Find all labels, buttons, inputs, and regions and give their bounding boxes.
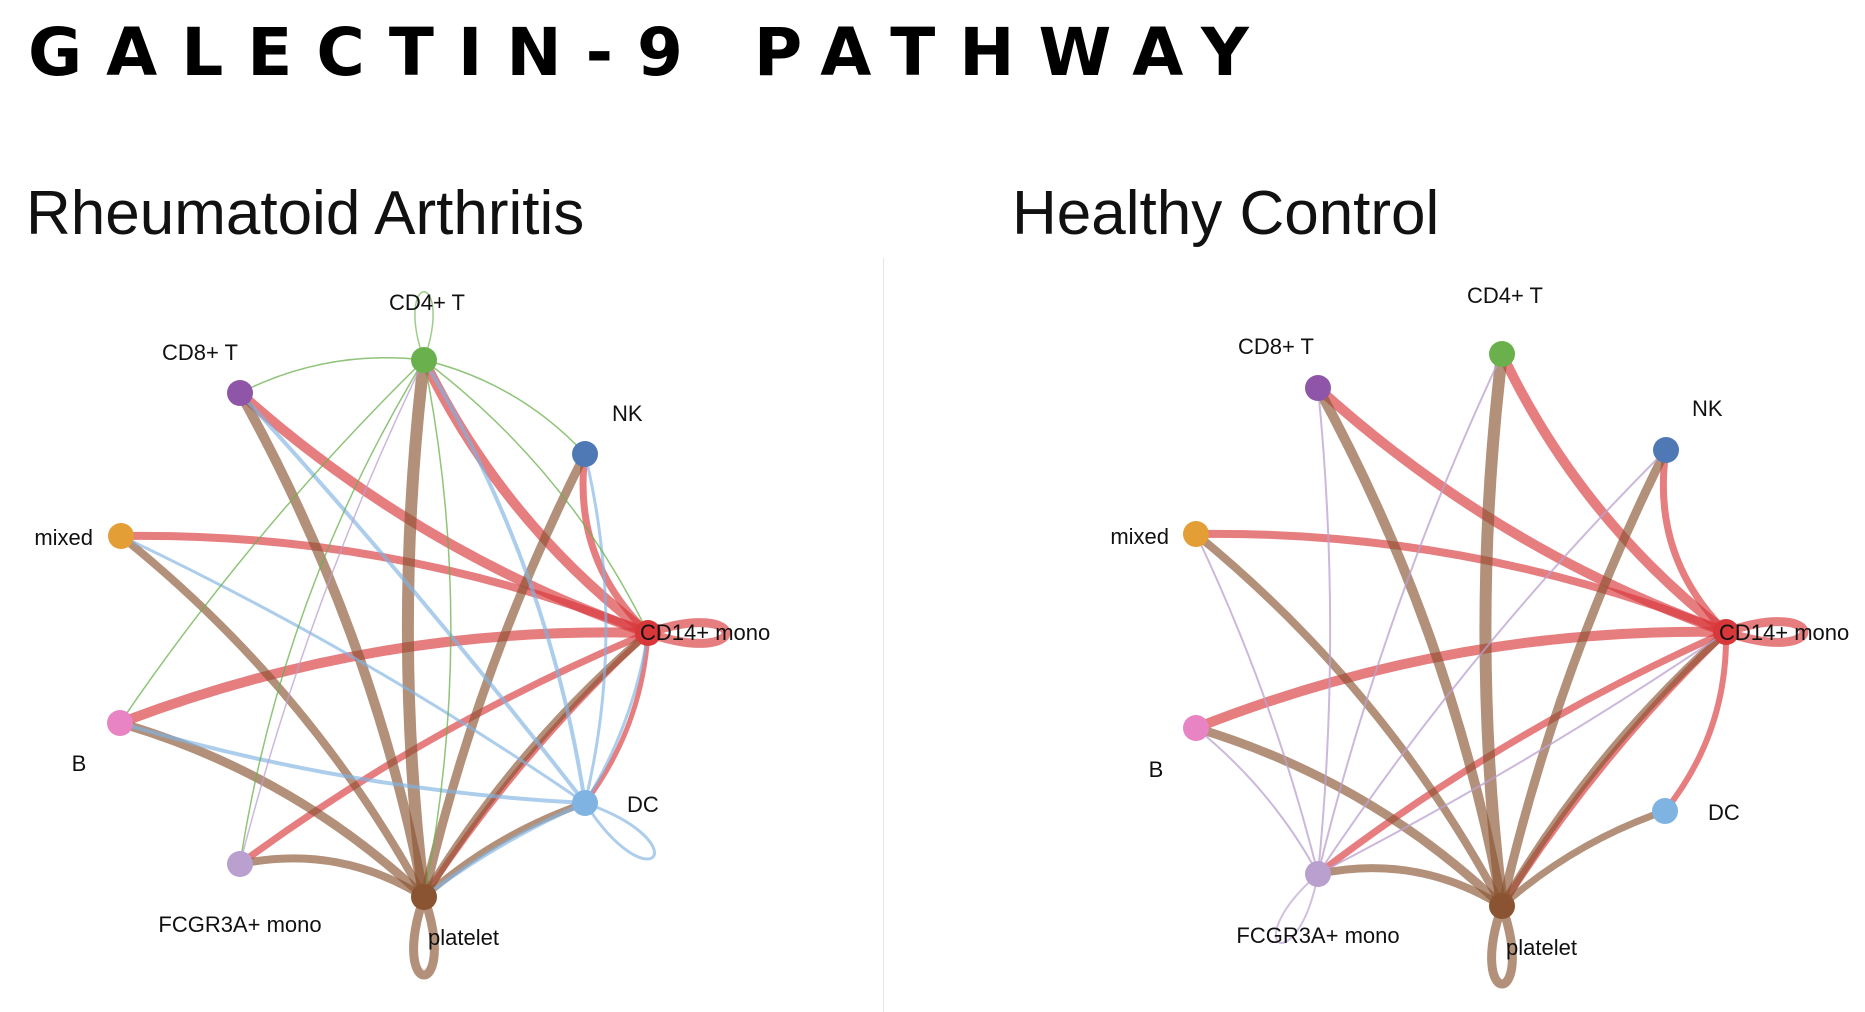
node-hc-cd14-mono [1713,619,1739,645]
edge-hc-platelet-to-dc [1498,807,1669,910]
edge-ra-cd14-mono-to-mixed [117,531,652,637]
node-label-ra-b: B [72,751,87,776]
node-ra-mixed [108,523,134,549]
edge-hc-fcgr3a-mono-to-mixed [1195,533,1319,875]
node-label-hc-cd8-t: CD8+ T [1238,334,1314,359]
edge-hc-platelet-to-mixed [1192,530,1506,910]
node-label-ra-dc: DC [627,792,659,817]
node-label-hc-mixed: mixed [1110,524,1169,549]
edge-hc-platelet-to-fcgr3a-mono [1314,864,1506,910]
node-hc-fcgr3a-mono [1305,861,1331,887]
self-loop-hc-cd14-mono [1724,617,1809,647]
edge-hc-cd14-mono-to-cd4-t [1497,349,1731,637]
edge-hc-platelet-to-nk [1497,445,1671,911]
edge-ra-dc-to-b [118,721,587,805]
node-hc-cd8-t [1305,375,1331,401]
edge-ra-cd14-mono-to-fcgr3a-mono [236,629,652,868]
edge-ra-dc-to-platelet [422,801,587,899]
edge-hc-fcgr3a-mono-to-cd8-t [1317,387,1332,875]
node-label-ra-cd8-t: CD8+ T [162,340,238,365]
node-label-hc-fcgr3a-mono: FCGR3A+ mono [1236,923,1399,948]
node-label-hc-platelet: platelet [1506,935,1577,960]
edge-ra-dc-to-mixed [119,534,587,805]
node-hc-platelet [1489,893,1515,919]
edge-hc-platelet-to-cd8-t [1313,383,1507,911]
node-label-hc-cd14-mono: CD14+ mono [1719,620,1849,645]
edge-ra-dc-to-nk [583,452,608,805]
edge-hc-platelet-to-b [1191,723,1507,911]
self-loop-hc-platelet [1487,904,1517,989]
edge-ra-cd4-t-to-b [119,359,425,724]
self-loop-ra-platelet [409,895,439,980]
node-ra-fcgr3a-mono [227,851,253,877]
edge-ra-cd14-mono-to-nk [579,450,652,637]
node-label-ra-cd14-mono: CD14+ mono [640,620,770,645]
edge-ra-fcgr3a-mono-to-cd4-t [239,359,425,865]
edge-hc-platelet-to-cd4-t [1479,348,1508,912]
self-loop-ra-cd4-t [414,291,434,361]
edge-ra-platelet-to-cd4-t [401,354,430,903]
edge-hc-cd14-mono-to-mixed [1192,529,1730,636]
edge-ra-cd4-t-to-cd8-t [239,357,425,394]
edge-ra-dc-to-cd4-t [422,358,587,805]
panel-title-ra: Rheumatoid Arthritis [26,179,585,248]
edge-ra-cd14-mono-to-cd4-t [419,355,653,638]
edge-ra-cd4-t-to-platelet [423,359,452,898]
edge-ra-cd14-mono-to-dc [582,630,651,806]
edge-ra-cd14-mono-to-b [115,627,653,728]
node-ra-dc [572,790,598,816]
edge-ra-cd4-t-to-cd14-mono [423,359,649,634]
edge-hc-fcgr3a-mono-to-b [1195,727,1319,875]
edge-ra-platelet-to-fcgr3a-mono [236,854,428,901]
page-title: GALECTIN-9 PATHWAY [28,14,1273,91]
node-ra-cd4-t [411,347,437,373]
edge-ra-platelet-to-mixed [117,532,428,901]
node-label-ra-platelet: platelet [428,925,499,950]
edge-hc-cd14-mono-to-nk [1659,446,1730,636]
self-loop-ra-dc [583,801,656,861]
node-label-hc-dc: DC [1708,800,1740,825]
node-hc-mixed [1183,521,1209,547]
node-label-hc-cd4-t: CD4+ T [1467,283,1543,308]
node-ra-cd14-mono [635,620,661,646]
edge-ra-dc-to-cd14-mono [583,631,650,805]
edge-hc-fcgr3a-mono-to-cd4-t [1317,353,1503,875]
node-label-ra-mixed: mixed [34,525,93,550]
self-loop-hc-fcgr3a-mono [1274,873,1319,944]
edge-ra-platelet-to-cd14-mono [420,629,652,901]
panel-title-hc: Healthy Control [1012,179,1440,248]
node-ra-b [107,710,133,736]
edge-ra-platelet-to-cd8-t [235,388,429,902]
node-label-ra-cd4-t: CD4+ T [389,290,465,315]
node-label-ra-fcgr3a-mono: FCGR3A+ mono [158,912,321,937]
edge-ra-cd4-t-to-nk [423,359,586,455]
edge-ra-platelet-to-nk [419,449,590,902]
node-label-hc-b: B [1149,757,1164,782]
panel-divider [883,258,884,1012]
node-hc-b [1183,715,1209,741]
node-hc-dc [1652,798,1678,824]
edge-hc-fcgr3a-mono-to-cd14-mono [1317,631,1727,875]
node-ra-platelet [411,884,437,910]
edge-hc-cd14-mono-to-b [1191,626,1731,733]
node-ra-nk [572,441,598,467]
edge-ra-dc-to-cd8-t [238,391,587,805]
node-hc-nk [1653,437,1679,463]
edge-hc-cd14-mono-to-fcgr3a-mono [1314,628,1730,878]
edge-hc-fcgr3a-mono-to-nk [1317,449,1667,875]
node-label-ra-nk: NK [612,401,643,426]
node-ra-cd8-t [227,380,253,406]
edge-hc-cd14-mono-to-dc [1662,629,1730,814]
edge-ra-cd4-t-to-fcgr3a-mono [239,359,425,865]
self-loop-ra-cd14-mono [646,618,731,648]
edge-hc-platelet-to-cd14-mono [1498,628,1730,910]
node-label-hc-nk: NK [1692,396,1723,421]
node-hc-cd4-t [1489,341,1515,367]
